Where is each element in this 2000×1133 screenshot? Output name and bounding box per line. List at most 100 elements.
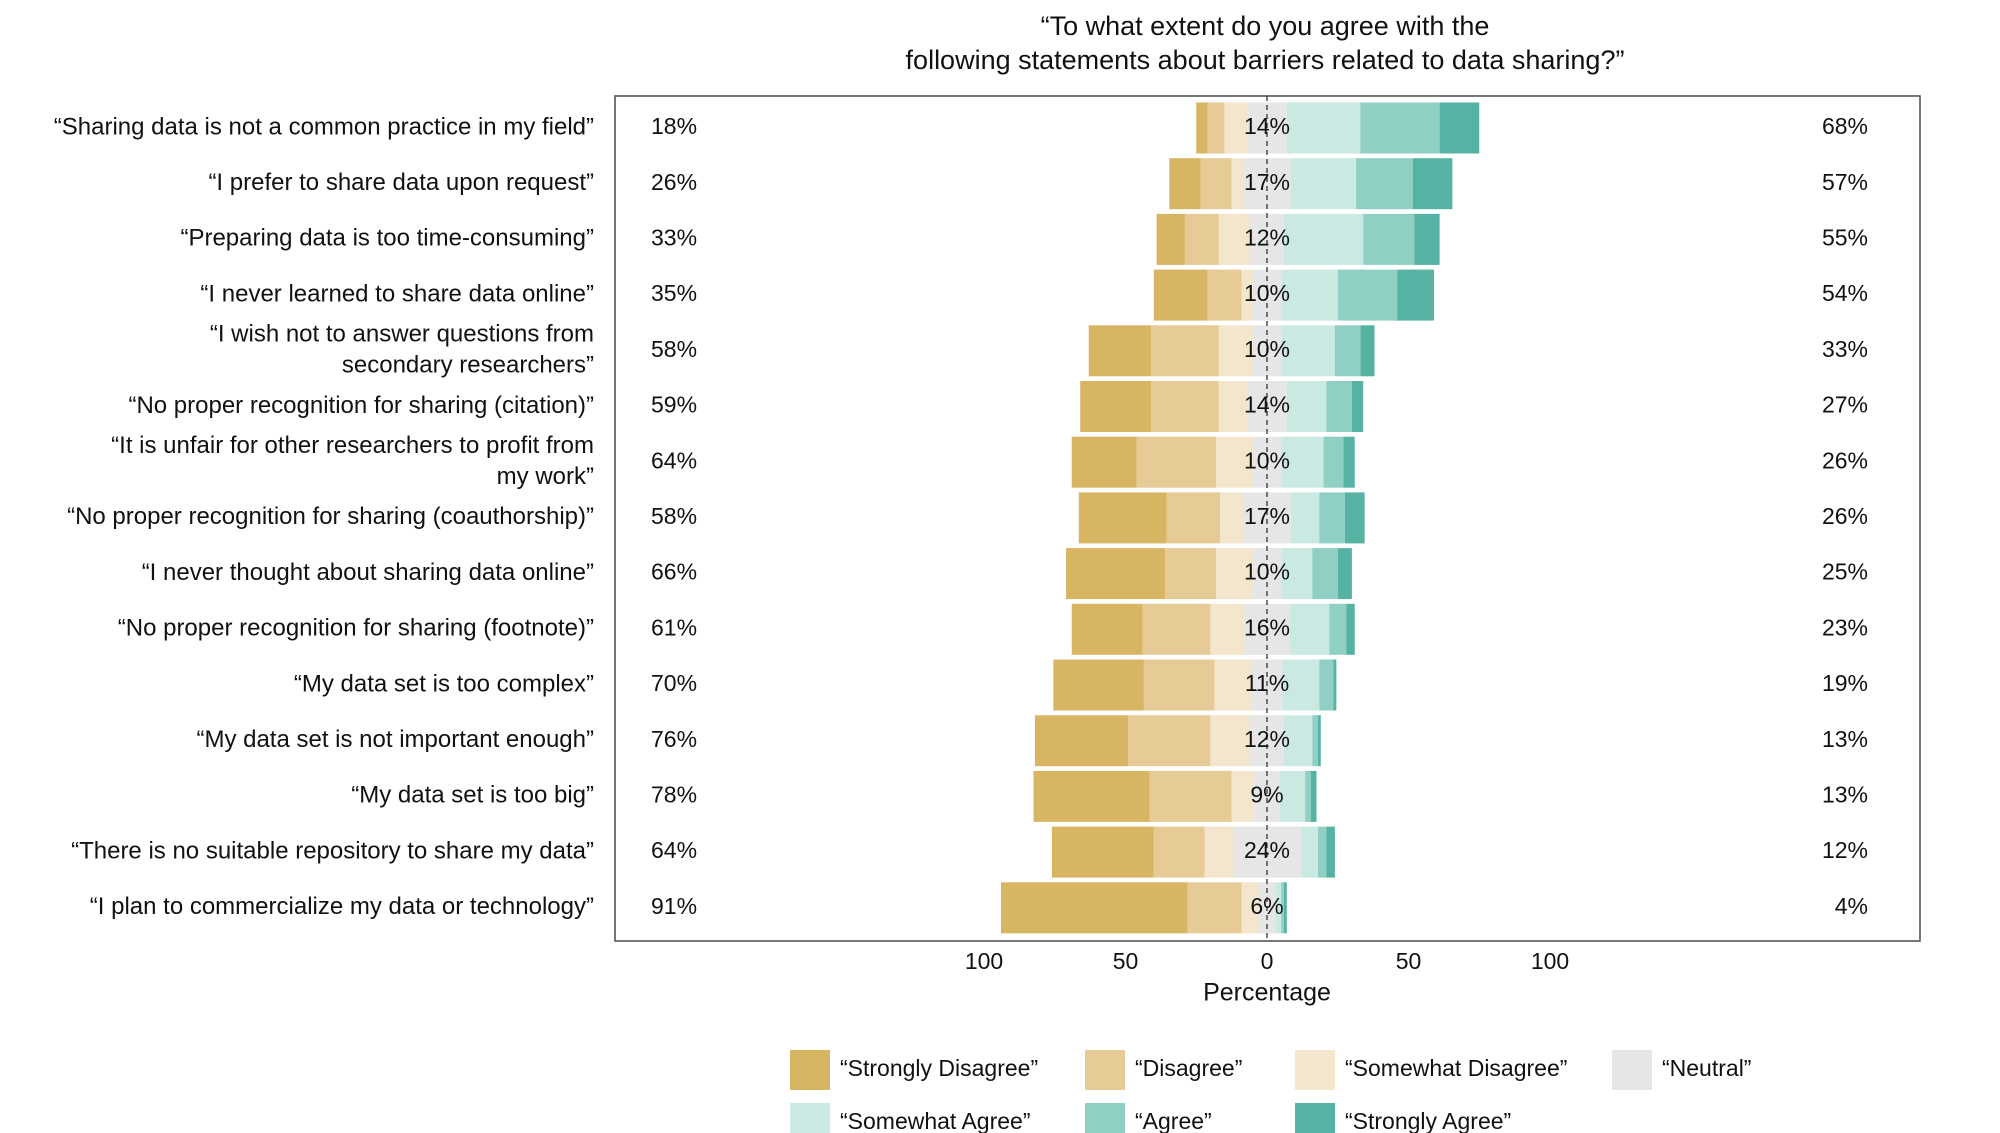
x-tick-label: 50 bbox=[1113, 948, 1139, 974]
bar-segment bbox=[1242, 158, 1292, 210]
bar-segment bbox=[1356, 158, 1413, 210]
bar-segment bbox=[1281, 548, 1313, 600]
bar-segment bbox=[1210, 603, 1245, 655]
agree-percent-label: 26% bbox=[1822, 503, 1868, 529]
bar-segment bbox=[1150, 381, 1219, 432]
bar-segment bbox=[1326, 381, 1352, 432]
bar-segment bbox=[1241, 882, 1259, 934]
agree-percent-label: 54% bbox=[1822, 280, 1868, 306]
disagree-percent-label: 59% bbox=[651, 392, 697, 418]
neutral-percent-label: 14% bbox=[1244, 113, 1290, 139]
bar-segment bbox=[1196, 102, 1208, 154]
neutral-percent-label: 9% bbox=[1250, 781, 1283, 807]
bar-segment bbox=[1283, 882, 1287, 934]
statement-label: “I never thought about sharing data onli… bbox=[142, 559, 594, 586]
bar-segment bbox=[1305, 770, 1311, 822]
bar-segment bbox=[1214, 659, 1252, 711]
bar-segment bbox=[1360, 102, 1440, 154]
bar-segment bbox=[1066, 548, 1166, 600]
bar-segment bbox=[1363, 213, 1415, 265]
bar-segment bbox=[1439, 102, 1480, 154]
disagree-percent-label: 76% bbox=[651, 726, 697, 752]
statement-label: “I never learned to share data online” bbox=[200, 280, 594, 307]
disagree-percent-label: 35% bbox=[651, 280, 697, 306]
legend-label: “Strongly Agree” bbox=[1345, 1108, 1511, 1133]
disagree-percent-label: 18% bbox=[651, 113, 697, 139]
legend-swatch bbox=[1295, 1050, 1335, 1090]
value-labels: 18% 14% 68% 26% 17% 57% 33% 12% 55% 35% 10% 54% 58% 1… bbox=[651, 113, 1868, 919]
bar-segment bbox=[1281, 882, 1284, 934]
statement-label: “I plan to commercialize my data or tech… bbox=[90, 893, 594, 920]
bar-segment bbox=[1291, 158, 1357, 210]
bar-segment bbox=[1051, 826, 1154, 878]
bar-segment bbox=[1128, 715, 1211, 767]
legend-swatch bbox=[1085, 1103, 1125, 1133]
statement-label: “I prefer to share data upon request” bbox=[208, 169, 594, 196]
bar-segment bbox=[1291, 492, 1320, 544]
bar-segment bbox=[1000, 882, 1188, 934]
agree-percent-label: 68% bbox=[1822, 113, 1868, 139]
agree-percent-label: 23% bbox=[1822, 614, 1868, 640]
bar-segment bbox=[1136, 436, 1217, 488]
statement-label: “No proper recognition for sharing (foot… bbox=[118, 615, 594, 642]
neutral-percent-label: 16% bbox=[1244, 614, 1290, 640]
bar-segment bbox=[1224, 102, 1248, 154]
bar-segment bbox=[1360, 325, 1375, 377]
statement-label: my work” bbox=[497, 463, 594, 490]
bar-segment bbox=[1210, 715, 1251, 767]
bar-segment bbox=[1281, 269, 1338, 321]
neutral-percent-label: 11% bbox=[1245, 670, 1289, 696]
bar-segment bbox=[1218, 381, 1248, 432]
bar-segment bbox=[1283, 213, 1364, 265]
bar-segment bbox=[1281, 436, 1324, 488]
bar-segment bbox=[1286, 102, 1361, 154]
bar-segment bbox=[1204, 826, 1234, 878]
legend: “Strongly Disagree” “Disagree” “Somewhat D… bbox=[790, 1050, 1751, 1133]
bar-segment bbox=[1344, 492, 1365, 544]
legend-swatch bbox=[790, 1103, 830, 1133]
bar-segment bbox=[1218, 213, 1251, 265]
bar-segment bbox=[1337, 548, 1352, 600]
agree-percent-label: 27% bbox=[1822, 392, 1868, 418]
bar-segment bbox=[1220, 492, 1243, 544]
bar-segment bbox=[1150, 325, 1219, 377]
legend-label: “Disagree” bbox=[1135, 1055, 1242, 1081]
bar-segment bbox=[1143, 659, 1215, 711]
legend-label: “Agree” bbox=[1135, 1108, 1212, 1133]
disagree-percent-label: 91% bbox=[651, 893, 697, 919]
chart-title-line: “To what extent do you agree with the bbox=[1041, 11, 1490, 41]
bar-segment bbox=[1317, 826, 1327, 878]
bar-segment bbox=[1317, 715, 1321, 767]
bar-segment bbox=[1412, 158, 1453, 210]
agree-percent-label: 26% bbox=[1822, 447, 1868, 473]
bar-segment bbox=[1279, 770, 1306, 822]
bar-segment bbox=[1153, 826, 1205, 878]
agree-percent-label: 19% bbox=[1822, 670, 1868, 696]
statement-label: “No proper recognition for sharing (coau… bbox=[67, 503, 594, 530]
statement-label: “It is unfair for other researchers to p… bbox=[111, 432, 594, 459]
bar-segment bbox=[1033, 770, 1150, 822]
bar-segment bbox=[1414, 213, 1440, 265]
x-tick-label: 50 bbox=[1396, 948, 1422, 974]
bar-segment bbox=[1218, 325, 1253, 377]
bar-segment bbox=[1071, 603, 1143, 655]
bar-segment bbox=[1088, 325, 1151, 377]
x-tick-label: 100 bbox=[1531, 948, 1569, 974]
bar-segment bbox=[1319, 492, 1345, 544]
disagree-percent-label: 33% bbox=[651, 224, 697, 250]
bar-segment bbox=[1166, 492, 1221, 544]
x-tick-label: 100 bbox=[965, 948, 1003, 974]
bar-segment bbox=[1346, 603, 1355, 655]
disagree-percent-label: 66% bbox=[651, 559, 697, 585]
agree-percent-label: 13% bbox=[1822, 726, 1868, 752]
chart-title-line: following statements about barriers rela… bbox=[906, 45, 1625, 75]
bar-segment bbox=[1078, 492, 1167, 544]
bar-segment bbox=[1289, 603, 1330, 655]
legend-label: “Somewhat Agree” bbox=[840, 1108, 1030, 1133]
neutral-percent-label: 24% bbox=[1244, 837, 1290, 863]
bar-segment bbox=[1334, 325, 1361, 377]
neutral-percent-label: 6% bbox=[1250, 893, 1283, 919]
statement-label: “My data set is not important enough” bbox=[196, 726, 594, 753]
agree-percent-label: 13% bbox=[1822, 781, 1868, 807]
bar-segment bbox=[1337, 269, 1398, 321]
